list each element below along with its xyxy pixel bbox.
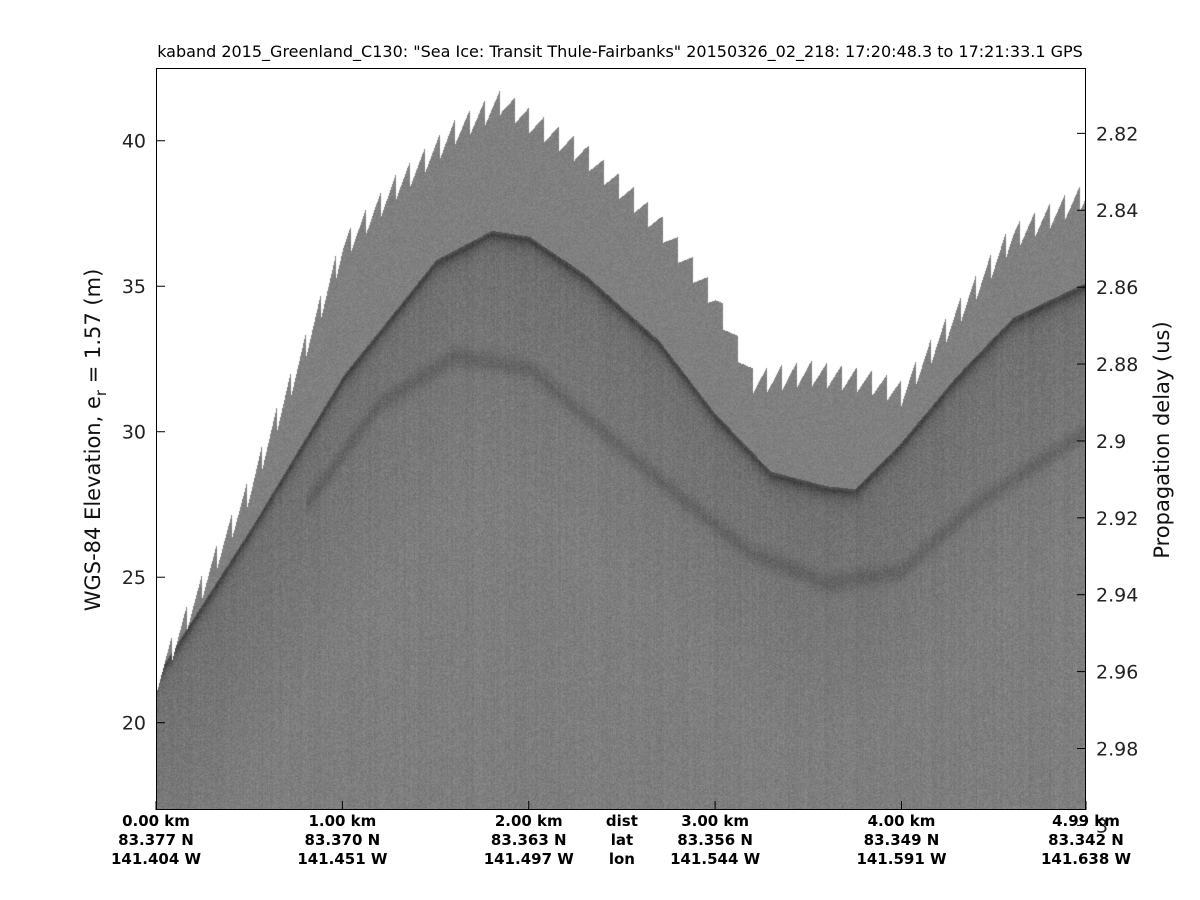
left-tick-label: 40 — [122, 131, 146, 153]
right-tick-label: 2.88 — [1096, 354, 1138, 376]
left-axis-label-suffix: = 1.57 (m) — [81, 269, 105, 390]
chart-title: kaband 2015_Greenland_C130: "Sea Ice: Tr… — [157, 42, 1083, 61]
left-axis-ticks: 20 25 30 35 40 — [122, 131, 165, 735]
left-tick-label: 20 — [122, 713, 146, 735]
right-tick-label: 2.92 — [1096, 508, 1138, 530]
lat-label: lat — [610, 831, 634, 849]
dist-label: 4.99 km — [1052, 812, 1120, 830]
x-info-row-labels: dist lat lon — [606, 812, 638, 869]
lon-label: 141.544 W — [670, 850, 761, 868]
lat-label: 83.363 N — [490, 831, 567, 849]
lat-label: 83.349 N — [863, 831, 940, 849]
plot-area — [156, 68, 1086, 810]
right-tick-label: 2.98 — [1096, 738, 1138, 760]
right-tick-label: 3 — [1096, 815, 1108, 837]
lat-label: 83.356 N — [677, 831, 753, 849]
dist-label: 0.00 km — [122, 812, 190, 830]
x-info-column: 4.00 km 83.349 N 141.591 W — [856, 812, 946, 869]
lon-label: 141.451 W — [297, 850, 388, 868]
x-info-column: 0.00 km 83.377 N 141.404 W — [111, 812, 201, 869]
right-tick-label: 2.84 — [1096, 200, 1138, 222]
x-info-column: 2.00 km 83.363 N 141.497 W — [484, 812, 574, 869]
lon-label: 141.591 W — [856, 850, 947, 868]
right-tick-label: 2.94 — [1096, 585, 1138, 607]
left-tick-label: 35 — [122, 276, 146, 298]
right-axis-label: Propagation delay (us) — [1150, 321, 1174, 558]
lat-label: 83.377 N — [118, 831, 194, 849]
x-info-column: 4.99 km 83.342 N 141.638 W — [1041, 812, 1131, 869]
lon-label: lon — [608, 850, 635, 868]
right-tick-label: 2.96 — [1096, 662, 1138, 684]
left-axis-label-main: WGS-84 Elevation, e — [81, 396, 105, 611]
lat-label: 83.342 N — [1048, 831, 1124, 849]
left-axis-label: WGS-84 Elevation, er = 1.57 (m) — [81, 269, 110, 612]
dist-label: 1.00 km — [308, 812, 377, 830]
dist-label: 2.00 km — [494, 812, 563, 830]
left-tick-label: 25 — [122, 567, 146, 589]
x-info-column: 3.00 km 83.356 N 141.544 W — [670, 812, 760, 869]
right-axis-ticks: 2.82 2.84 2.86 2.88 2.9 2.92 2.94 2.96 2.98 3 — [1077, 123, 1138, 837]
right-tick-label: 2.9 — [1096, 431, 1126, 453]
lon-label: 141.638 W — [1040, 850, 1132, 868]
dist-label: 3.00 km — [681, 812, 750, 830]
left-tick-label: 30 — [122, 422, 146, 444]
x-info-column: 1.00 km 83.370 N 141.451 W — [297, 812, 387, 869]
left-axis-label-subscript: r — [92, 389, 110, 396]
dist-label: 4.00 km — [867, 812, 936, 830]
right-tick-label: 2.86 — [1096, 277, 1138, 299]
lon-label: 141.404 W — [110, 850, 202, 868]
lat-label: 83.370 N — [304, 831, 381, 849]
dist-label: dist — [605, 812, 638, 830]
lon-label: 141.497 W — [483, 850, 574, 868]
radar-echogram-image — [157, 69, 1085, 809]
bottom-axis-ticks — [155, 801, 1087, 810]
right-tick-label: 2.82 — [1096, 123, 1138, 145]
